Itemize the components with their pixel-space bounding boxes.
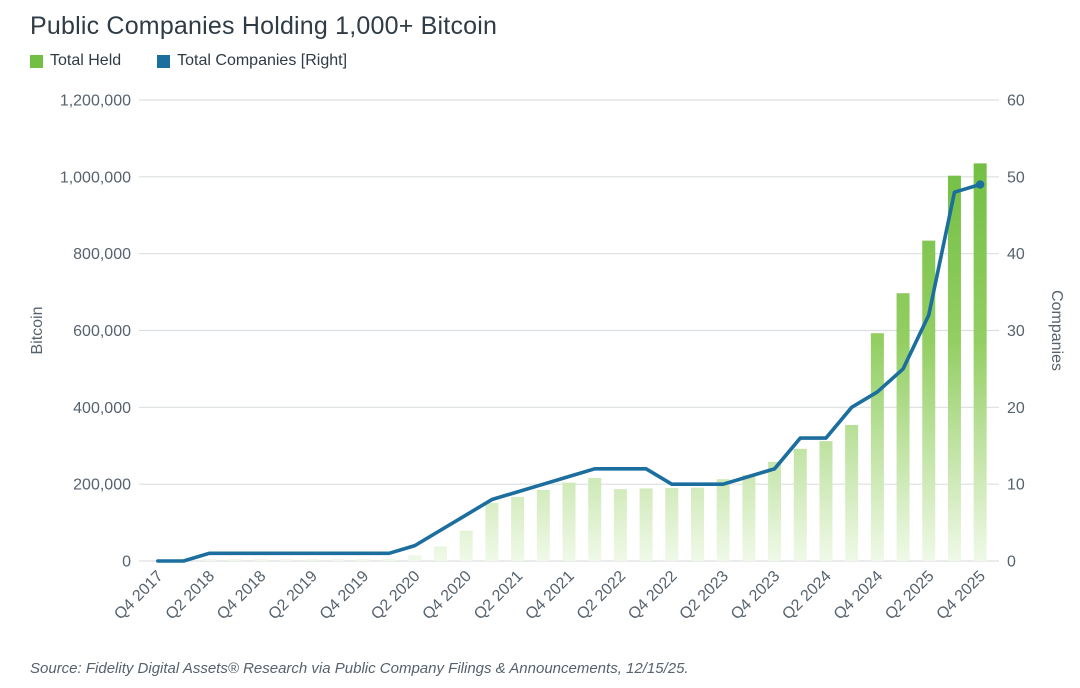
right-axis-tick: 20	[1007, 400, 1025, 417]
bar-Q3-2024	[845, 425, 859, 561]
bar-Q1-2023	[690, 487, 704, 561]
legend-label-total-companies: Total Companies [Right]	[177, 52, 348, 69]
x-axis-tick: Q4 2020	[420, 568, 475, 623]
bar-Q4-2025	[973, 163, 987, 561]
right-axis-tick: 60	[1007, 93, 1025, 110]
bar-Q3-2018	[228, 559, 242, 561]
x-axis-tick: Q4 2021	[522, 568, 577, 623]
bar-Q1-2020	[382, 558, 396, 561]
bar-Q4-2020	[459, 530, 473, 561]
legend-label-total-held: Total Held	[50, 52, 122, 69]
x-axis-tick: Q2 2022	[574, 568, 629, 623]
legend-item-total-held: Total Held	[30, 52, 121, 70]
bar-Q3-2022	[639, 488, 653, 561]
bar-Q1-2019	[279, 559, 293, 561]
bar-Q2-2024	[819, 441, 833, 561]
x-axis-tick: Q4 2017	[111, 568, 166, 623]
right-axis-title: Companies	[1048, 290, 1065, 371]
x-axis-tick: Q4 2024	[831, 568, 886, 623]
bar-Q1-2022	[588, 478, 602, 561]
left-axis-tick: 200,000	[73, 477, 131, 494]
x-axis-tick: Q4 2018	[214, 568, 269, 623]
x-axis-tick: Q2 2021	[471, 568, 526, 623]
bar-Q2-2022	[613, 489, 627, 561]
bar-Q4-2022	[665, 488, 679, 561]
left-axis-tick: 600,000	[73, 323, 131, 340]
bar-Q1-2025	[896, 293, 910, 561]
left-axis-tick: 800,000	[73, 246, 131, 263]
left-axis-tick: 400,000	[73, 400, 131, 417]
right-axis-tick: 50	[1007, 169, 1025, 186]
page-title: Public Companies Holding 1,000+ Bitcoin	[30, 12, 498, 40]
bar-Q2-2019	[305, 559, 319, 561]
combo-chart-canvas: 0 0 200,000 10 400,000 20 600,000 30 800,000 40 1,…	[29, 93, 1065, 624]
total-companies-line	[156, 182, 982, 563]
bar-Q3-2023	[742, 474, 756, 561]
bar-Q2-2021	[511, 496, 525, 561]
bar-Q2-2020	[408, 555, 422, 561]
right-axis-tick: 30	[1007, 323, 1025, 340]
x-axis-tick: Q2 2023	[677, 568, 732, 623]
bar-Q3-2025	[947, 175, 961, 561]
x-axis-tick: Q4 2025	[934, 568, 989, 623]
legend-item-total-companies: Total Companies [Right]	[157, 52, 347, 70]
x-axis-tick: Q4 2023	[728, 568, 783, 623]
bar-Q1-2024	[793, 448, 807, 561]
bar-Q4-2024	[870, 333, 884, 561]
total-companies-swatch-icon	[157, 54, 171, 68]
total-held-swatch-icon	[30, 54, 43, 68]
chart-legend: Total Held Total Companies [Right]	[30, 52, 347, 70]
x-axis-tick: Q2 2024	[779, 568, 834, 623]
bar-Q3-2019	[331, 559, 345, 561]
bar-Q4-2019	[356, 559, 370, 561]
bar-Q2-2018	[202, 559, 216, 561]
right-axis-tick: 0	[1007, 554, 1016, 571]
x-axis-tick: Q4 2022	[625, 568, 680, 623]
bar-Q1-2021	[485, 502, 499, 561]
x-axis-tick: Q2 2018	[163, 568, 218, 623]
right-axis-tick: 40	[1007, 246, 1025, 263]
source-note: Source: Fidelity Digital Assets® Researc…	[30, 660, 689, 677]
right-axis-tick: 10	[1007, 477, 1025, 494]
bar-Q4-2018	[254, 559, 268, 561]
line-end-dot	[975, 180, 985, 189]
x-axis-tick: Q2 2020	[368, 568, 423, 623]
left-axis-tick: 1,200,000	[60, 93, 131, 110]
x-axis-tick: Q4 2019	[317, 568, 372, 623]
left-axis-title: Bitcoin	[29, 306, 46, 354]
x-axis-tick: Q2 2025	[882, 568, 937, 623]
bar-Q4-2023	[768, 461, 782, 561]
left-axis-tick: 0	[122, 554, 131, 571]
bar-Q3-2021	[536, 489, 550, 561]
chart-area: 0 0 200,000 10 400,000 20 600,000 30 800,000 40 1,…	[0, 83, 1080, 661]
bar-Q4-2021	[562, 482, 576, 561]
bar-Q3-2020	[434, 546, 448, 561]
left-axis-tick: 1,000,000	[60, 169, 131, 186]
bar-Q2-2023	[716, 479, 730, 561]
x-axis-tick: Q2 2019	[265, 568, 320, 623]
